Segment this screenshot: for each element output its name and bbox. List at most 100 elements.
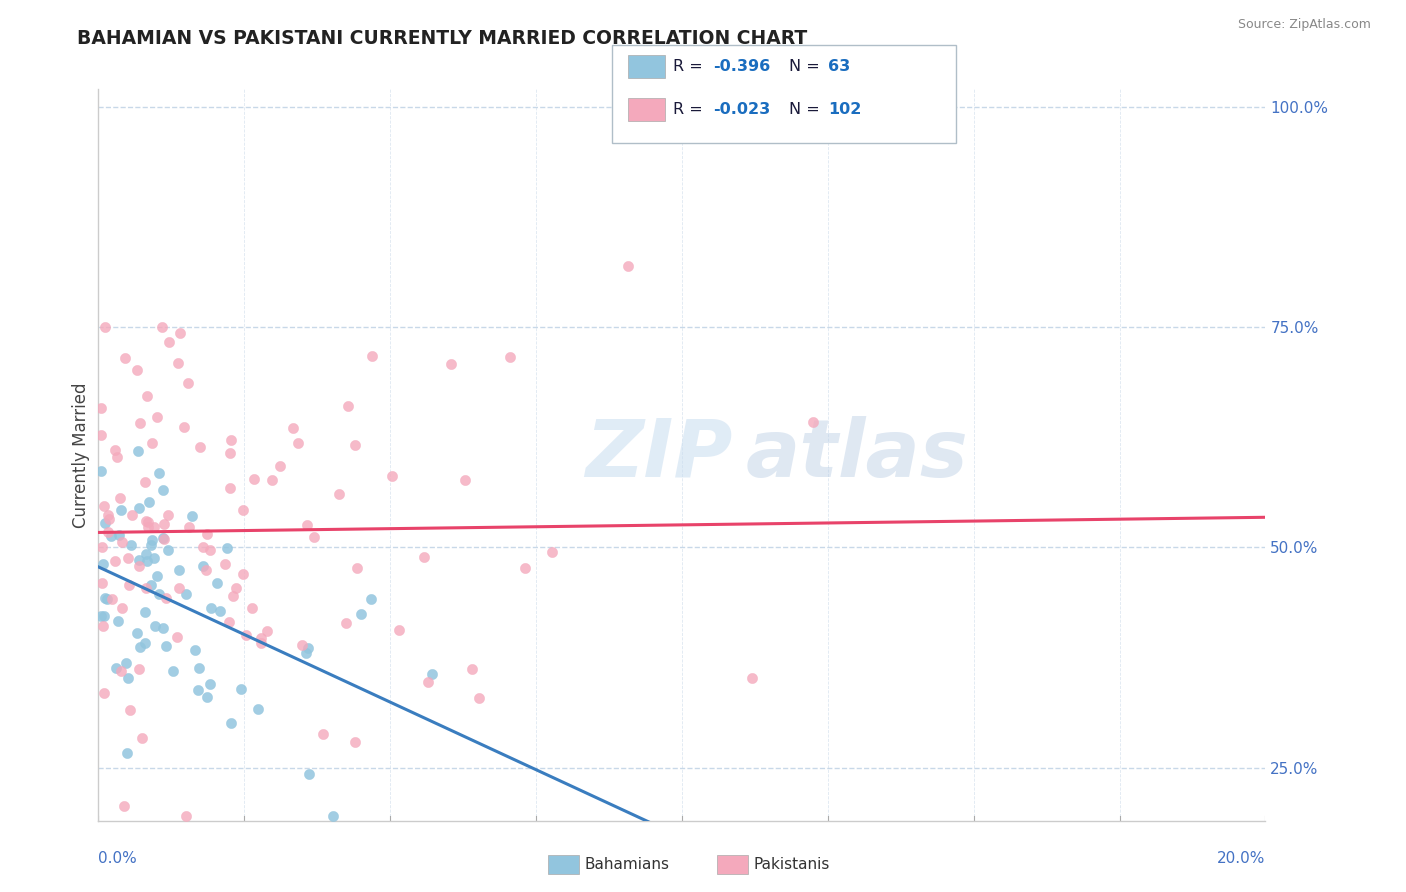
Point <box>121 508 143 523</box>
Point <box>117 551 139 566</box>
Text: ZIP: ZIP <box>585 416 733 494</box>
Point <box>110 535 132 549</box>
Point <box>135 389 157 403</box>
Point <box>90 609 112 624</box>
Text: Bahamians: Bahamians <box>585 857 669 871</box>
Point <box>141 533 163 548</box>
Point <box>440 357 463 371</box>
Point <box>91 576 114 591</box>
Point <box>232 567 254 582</box>
Point <box>219 433 242 447</box>
Point <box>219 715 242 730</box>
Text: R =: R = <box>673 60 709 74</box>
Point <box>93 686 115 700</box>
Point <box>243 472 266 486</box>
Point <box>93 499 115 513</box>
Point <box>336 400 359 414</box>
Point <box>513 561 536 575</box>
Point <box>256 624 278 638</box>
Point <box>155 591 177 605</box>
Point <box>169 326 191 340</box>
Point <box>162 665 184 679</box>
Point <box>117 671 139 685</box>
Point <box>108 528 131 542</box>
Point <box>246 701 269 715</box>
Point <box>105 450 128 464</box>
Point <box>200 601 222 615</box>
Point <box>108 491 131 506</box>
Point <box>148 466 170 480</box>
Point <box>416 674 439 689</box>
Point <box>90 428 112 442</box>
Point <box>297 640 319 655</box>
Point <box>94 320 117 334</box>
Point <box>167 356 190 370</box>
Point <box>167 563 190 577</box>
Point <box>232 503 254 517</box>
Point <box>283 421 305 435</box>
Point <box>225 581 247 595</box>
Point <box>269 459 291 474</box>
Point <box>97 508 120 522</box>
Point <box>103 442 125 457</box>
Point <box>138 495 160 509</box>
Point <box>104 660 127 674</box>
Point <box>152 531 174 545</box>
Point <box>90 541 112 555</box>
Point <box>128 558 150 573</box>
Point <box>128 662 150 676</box>
Point <box>114 657 136 671</box>
Point <box>148 587 170 601</box>
Point <box>141 436 163 450</box>
Point <box>328 487 350 501</box>
Point <box>152 516 174 531</box>
Point <box>143 618 166 632</box>
Point <box>617 259 640 273</box>
Point <box>214 558 236 572</box>
Point <box>541 545 564 559</box>
Point <box>91 619 114 633</box>
Text: R =: R = <box>673 103 709 117</box>
Text: atlas: atlas <box>745 416 969 494</box>
Point <box>97 525 120 540</box>
Point <box>188 440 211 454</box>
Point <box>235 628 257 642</box>
Point <box>135 547 157 561</box>
Point <box>90 464 112 478</box>
Point <box>152 621 174 635</box>
Text: Pakistanis: Pakistanis <box>754 857 830 871</box>
Point <box>218 615 240 629</box>
Point <box>152 483 174 498</box>
Point <box>335 616 357 631</box>
Point <box>157 334 180 349</box>
Point <box>344 438 367 452</box>
Point <box>173 419 195 434</box>
Point <box>322 809 344 823</box>
Point <box>198 677 221 691</box>
Point <box>134 636 156 650</box>
Point <box>96 591 118 606</box>
Point <box>134 606 156 620</box>
Point <box>250 631 273 645</box>
Point <box>139 538 162 552</box>
Point <box>388 624 411 638</box>
Point <box>118 703 141 717</box>
Text: Source: ZipAtlas.com: Source: ZipAtlas.com <box>1237 18 1371 31</box>
Point <box>155 639 177 653</box>
Point <box>240 600 263 615</box>
Point <box>128 416 150 430</box>
Point <box>291 638 314 652</box>
Text: -0.023: -0.023 <box>713 103 770 117</box>
Point <box>219 446 242 460</box>
Point <box>294 646 316 660</box>
Point <box>187 661 209 675</box>
Point <box>135 514 157 528</box>
Point <box>343 735 366 749</box>
Point <box>156 542 179 557</box>
Text: 0.0%: 0.0% <box>98 852 138 866</box>
Point <box>153 532 176 546</box>
Point <box>110 502 132 516</box>
Point <box>129 640 152 655</box>
Point <box>136 554 159 568</box>
Text: N =: N = <box>789 60 825 74</box>
